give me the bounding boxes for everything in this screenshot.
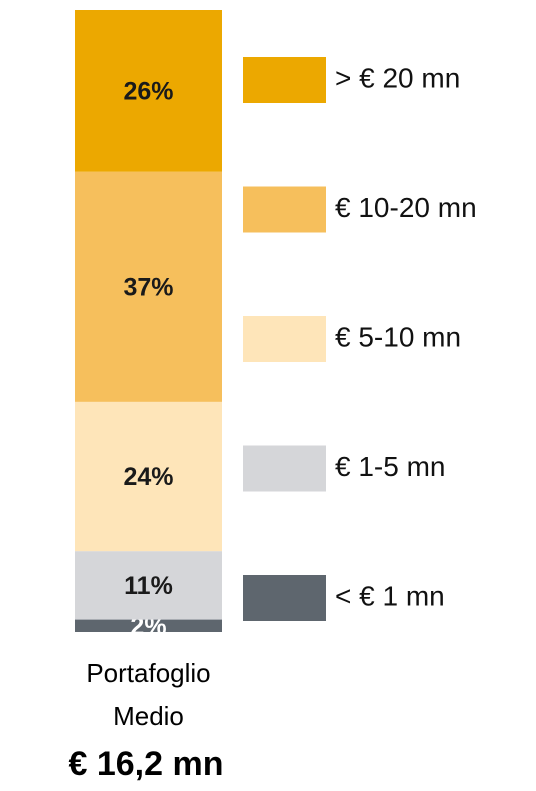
total-annotation: € 16,2 mn xyxy=(69,745,224,783)
legend-label: > € 20 mn xyxy=(335,62,460,93)
legend-swatch xyxy=(243,316,326,362)
legend-swatch xyxy=(243,575,326,621)
bar-segment xyxy=(75,619,222,632)
bar-segment xyxy=(75,171,222,402)
legend-swatch xyxy=(243,57,326,103)
legend-label: < € 1 mn xyxy=(335,580,445,611)
bar-segment xyxy=(75,551,222,620)
legend-label: € 5-10 mn xyxy=(335,321,461,352)
legend-swatch xyxy=(243,445,326,492)
legend-label: € 10-20 mn xyxy=(335,192,477,223)
bar-segment xyxy=(75,401,222,552)
bar-segment xyxy=(75,10,222,172)
value-label: 24% xyxy=(123,463,173,491)
x-tick-label: Portafoglio Medio xyxy=(86,658,210,731)
legend-swatch xyxy=(243,186,326,233)
value-label: 37% xyxy=(123,273,173,301)
value-label: 11% xyxy=(124,572,173,600)
value-label: 26% xyxy=(123,77,173,105)
legend-label: € 1-5 mn xyxy=(335,451,446,482)
